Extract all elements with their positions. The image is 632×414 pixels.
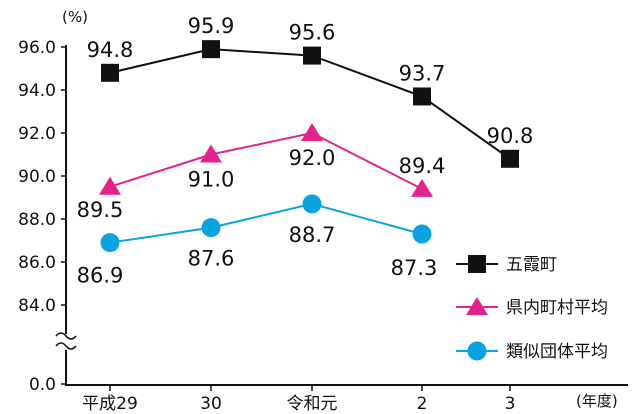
data-point xyxy=(99,176,121,195)
y-tick-label: 92.0 xyxy=(18,124,56,144)
y-tick-label: 90.0 xyxy=(18,167,56,187)
data-point xyxy=(412,224,432,244)
data-label: 90.8 xyxy=(487,124,534,148)
y-tick-label: 94.0 xyxy=(18,81,56,101)
x-axis-ticks: 平成29 30 令和元 2 3 xyxy=(82,385,515,414)
series-line xyxy=(109,48,511,160)
series-3: 86.9 87.6 88.7 87.3 xyxy=(77,194,438,288)
legend-marker xyxy=(466,297,488,315)
legend-item: 五霞町 xyxy=(456,255,557,275)
data-label: 95.9 xyxy=(188,14,235,38)
data-point xyxy=(302,194,322,214)
y-tick-label: 0.0 xyxy=(29,375,56,395)
x-tick-label: 3 xyxy=(505,394,516,414)
data-point xyxy=(100,233,120,253)
data-point xyxy=(202,40,220,59)
data-point xyxy=(101,63,119,82)
data-label: 89.4 xyxy=(399,154,446,178)
data-point xyxy=(501,149,519,168)
series-line xyxy=(109,131,423,190)
legend-item: 県内町村平均 xyxy=(456,297,608,318)
legend-label: 五霞町 xyxy=(506,255,557,275)
x-tick-label: 2 xyxy=(417,394,428,414)
data-label: 95.6 xyxy=(289,21,336,45)
y-tick-label: 96.0 xyxy=(18,38,56,58)
x-tick-label: 平成29 xyxy=(82,394,138,414)
data-point xyxy=(301,123,323,141)
data-point xyxy=(200,144,222,163)
data-label: 87.6 xyxy=(188,247,235,271)
series-line xyxy=(109,202,423,244)
y-axis-ticks: 96.0 94.0 92.0 90.0 88.0 86.0 84.0 0.0 xyxy=(18,38,66,395)
data-point xyxy=(303,46,321,65)
x-tick-label: 30 xyxy=(200,394,222,414)
legend-marker xyxy=(467,341,487,361)
axis-break-mark xyxy=(55,332,77,340)
data-label: 88.7 xyxy=(289,223,336,247)
y-tick-label: 88.0 xyxy=(18,210,56,230)
y-tick-label: 86.0 xyxy=(18,253,56,273)
x-tick-label: 令和元 xyxy=(287,394,338,414)
axes xyxy=(55,45,628,386)
data-point xyxy=(411,178,433,197)
data-point xyxy=(413,87,431,106)
axis-break-mark xyxy=(55,342,77,350)
series-group: 94.8 95.9 95.6 93.7 90.8 89.5 91.0 92.0 89.4 86.9… xyxy=(77,14,534,288)
legend-label: 県内町村平均 xyxy=(506,298,608,318)
data-label: 86.9 xyxy=(77,264,124,288)
legend-label: 類似団体平均 xyxy=(506,342,608,362)
data-label: 93.7 xyxy=(399,61,446,85)
x-axis-unit: (年度) xyxy=(576,392,618,410)
data-label: 89.5 xyxy=(77,198,124,222)
data-label: 91.0 xyxy=(188,168,235,192)
series-2: 89.5 91.0 92.0 89.4 xyxy=(77,123,446,222)
data-label: 87.3 xyxy=(391,256,438,280)
y-tick-label: 84.0 xyxy=(18,296,56,316)
y-axis-unit: (%) xyxy=(62,8,88,26)
data-label: 94.8 xyxy=(87,38,134,62)
legend-item: 類似団体平均 xyxy=(456,341,608,362)
legend-marker xyxy=(468,255,486,273)
data-label: 92.0 xyxy=(289,146,336,170)
data-point xyxy=(201,218,221,238)
series-1: 94.8 95.9 95.6 93.7 90.8 xyxy=(87,14,534,168)
